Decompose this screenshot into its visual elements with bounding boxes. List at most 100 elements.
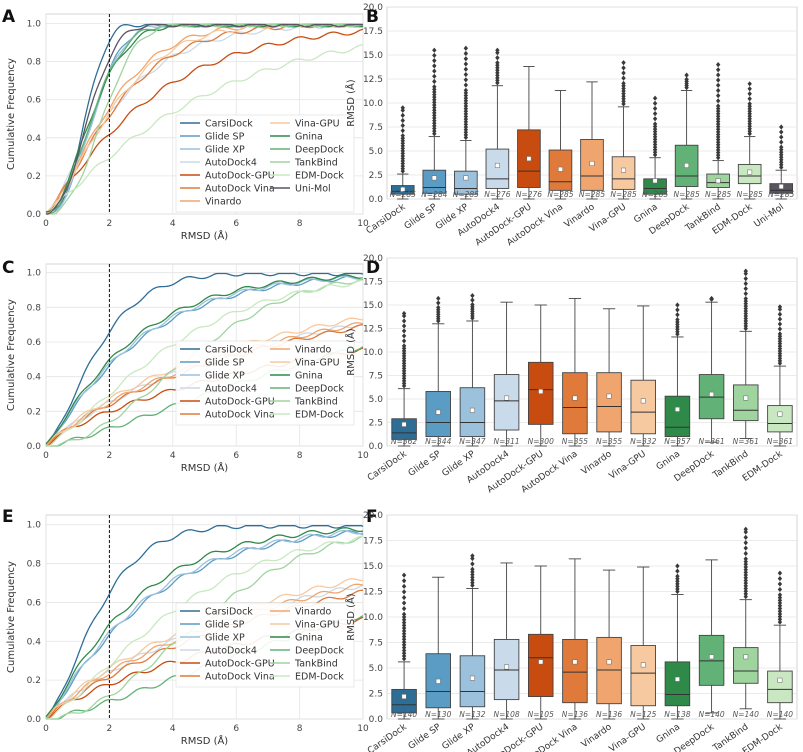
- outlier-marker: [715, 67, 721, 73]
- panel-label: C: [2, 258, 14, 278]
- legend-entry: EDM-Dock: [295, 410, 344, 421]
- legend-entry: Vina-GPU: [295, 620, 340, 631]
- y-axis-label: Cumulative Frequency: [6, 561, 17, 673]
- iqr-box: [698, 634, 725, 686]
- outlier-marker: [777, 304, 783, 310]
- legend-entry: Glide SP: [205, 132, 245, 143]
- n-label: N=344: [425, 437, 451, 446]
- outlier-marker: [470, 572, 475, 578]
- outlier-marker: [777, 616, 783, 622]
- iqr-box: [596, 636, 622, 705]
- iqr-box: [391, 418, 417, 440]
- x-category-label: CarsiDock: [365, 202, 408, 237]
- outlier-marker: [709, 295, 714, 302]
- x-category-label: CarsiDock: [366, 722, 409, 752]
- outlier-marker: [401, 636, 407, 642]
- outlier-marker: [777, 326, 783, 332]
- legend-entry: CarsiDock: [205, 345, 253, 356]
- outlier-marker: [432, 84, 437, 90]
- x-category-label: CarsiDock: [366, 449, 409, 484]
- outlier-marker: [652, 95, 658, 101]
- outlier-marker: [432, 91, 437, 98]
- outlier-marker: [432, 78, 437, 85]
- outlier-marker: [463, 132, 469, 138]
- iqr-box: [528, 633, 554, 698]
- n-label: N=138: [664, 710, 690, 719]
- legend-entry: Vina-GPU: [295, 358, 340, 369]
- outlier-marker: [463, 127, 469, 133]
- n-label: N=285: [390, 190, 416, 199]
- outlier-marker: [432, 73, 437, 79]
- x-category-label: Gnina: [655, 449, 682, 472]
- legend-entry: AutoDock4: [205, 384, 257, 395]
- outlier-marker: [470, 574, 475, 580]
- x-category-label: EDM-Dock: [741, 722, 785, 752]
- n-label: N=285: [768, 190, 794, 199]
- mean-marker: [606, 393, 612, 399]
- outlier-marker: [400, 112, 405, 119]
- y-tick-label: 15.0: [363, 51, 383, 61]
- iqr-box: [611, 156, 636, 190]
- y-tick-label: 20.0: [363, 511, 383, 521]
- y-tick-label: 20.0: [363, 254, 383, 264]
- n-label: N=140: [698, 710, 724, 719]
- y-axis-label: RMSD (Å): [344, 593, 357, 641]
- outlier-marker: [432, 123, 437, 129]
- outlier-marker: [777, 581, 783, 587]
- outlier-marker: [470, 561, 475, 567]
- mean-marker: [572, 395, 578, 401]
- legend-entry: Vinardo: [295, 345, 332, 356]
- n-label: N=332: [630, 437, 656, 446]
- y-tick-label: 15.0: [363, 562, 383, 572]
- outlier-marker: [743, 588, 748, 594]
- mean-marker: [400, 186, 406, 192]
- iqr-box: [596, 372, 622, 433]
- outlier-marker: [743, 594, 748, 600]
- n-label: N=130: [425, 710, 451, 719]
- y-tick-label: 0.2: [27, 172, 41, 182]
- outlier-marker: [470, 555, 475, 562]
- iqr-box: [459, 655, 486, 708]
- y-tick-label: 0.4: [27, 637, 42, 647]
- y-tick-label: 5.0: [369, 147, 384, 157]
- outlier-marker: [777, 611, 783, 617]
- panel-A: A 0 2 4 6 8 10 0.0 0.2 0.4 0.6 0.8 1.0 RMSD (Å) Cumula…: [2, 7, 369, 242]
- series-line-autodock-gpu: [46, 28, 364, 215]
- panel-label: A: [2, 7, 16, 27]
- outlier-marker: [652, 111, 658, 117]
- mean-marker: [640, 662, 646, 668]
- outlier-marker: [401, 647, 407, 654]
- y-tick-label: 5.0: [369, 395, 384, 405]
- n-label: N=355: [596, 437, 622, 446]
- y-tick-label: 2.5: [369, 419, 383, 429]
- outlier-marker: [401, 645, 407, 651]
- outlier-marker: [432, 86, 437, 92]
- outlier-marker: [621, 65, 626, 71]
- x-tick-label: 2: [107, 724, 113, 734]
- panel-B: B 0.0 2.5 5.0 7.5 10.0 12.5 15.0 17.5 20.0 RMSD (Å…: [344, 3, 798, 248]
- legend-entry: AutoDock4: [205, 158, 257, 169]
- n-label: N=105: [528, 710, 554, 719]
- outlier-marker: [779, 144, 784, 150]
- y-tick-label: 0.2: [27, 676, 41, 686]
- outlier-marker: [675, 563, 680, 569]
- legend-entry: Vina-GPU: [295, 119, 340, 130]
- outlier-marker: [743, 290, 748, 297]
- legend-entry: Vinardo: [295, 607, 332, 618]
- panel-C: C 0 2 4 6 8 10 0.0 0.2 0.4 0.6 0.8 1.0 RMSD (Å) Cumula…: [2, 258, 369, 474]
- n-label: N=140: [391, 710, 417, 719]
- n-label: N=284: [421, 190, 447, 199]
- outlier-marker: [463, 119, 469, 125]
- outlier-marker: [401, 572, 407, 578]
- y-tick-label: 17.5: [363, 27, 383, 37]
- outlier-marker: [432, 68, 437, 74]
- x-tick-label: 0: [43, 219, 49, 229]
- outlier-marker: [743, 564, 748, 570]
- x-tick-label: 2: [107, 219, 113, 229]
- mean-marker: [435, 678, 441, 684]
- iqr-box: [733, 384, 759, 422]
- outlier-marker: [777, 597, 783, 603]
- x-category-label: AutoDock-GPU: [474, 202, 534, 248]
- outlier-marker: [401, 583, 407, 589]
- y-tick-label: 12.5: [363, 75, 383, 85]
